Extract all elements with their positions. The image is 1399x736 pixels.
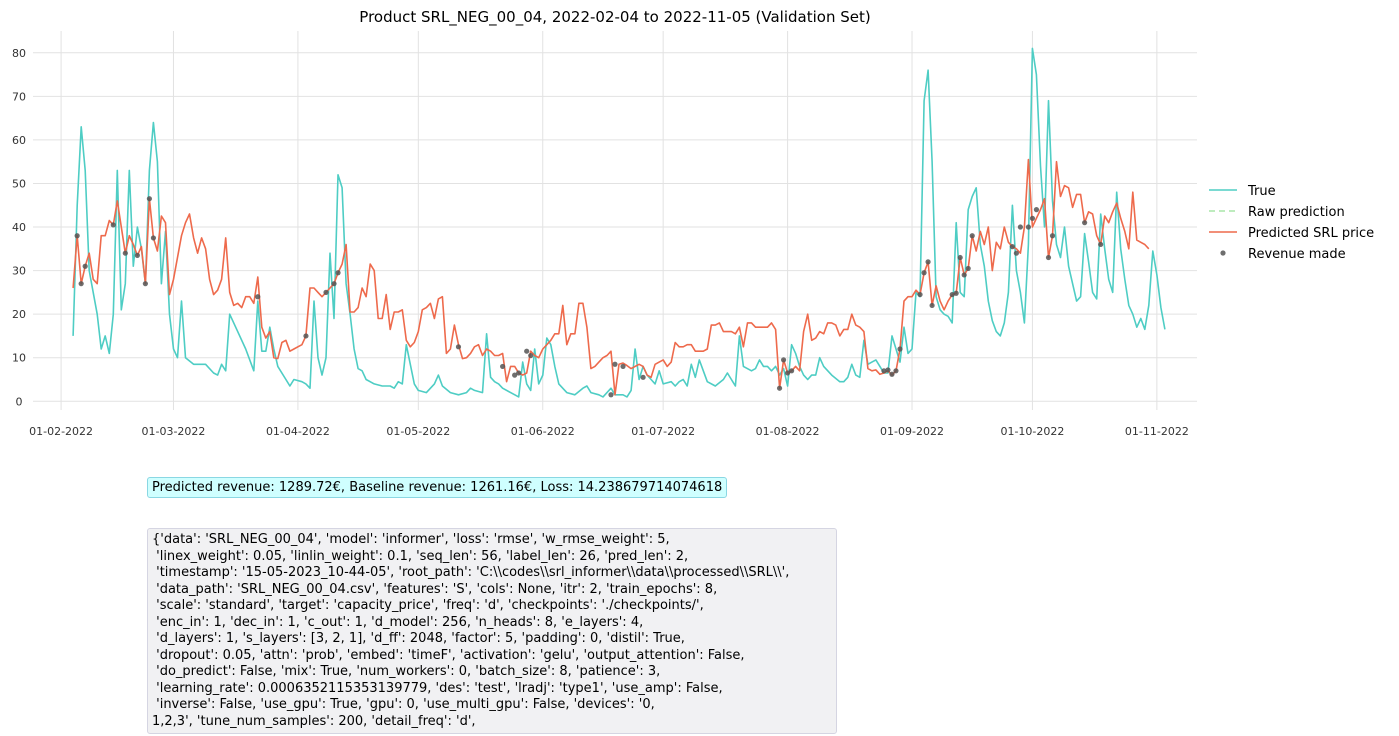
x-tick-label: 01-10-2022 bbox=[1000, 425, 1064, 438]
revenue-point bbox=[925, 259, 931, 265]
revenue-point bbox=[1033, 207, 1040, 213]
chart-title: Product SRL_NEG_00_04, 2022-02-04 to 202… bbox=[359, 8, 870, 27]
revenue-point bbox=[150, 235, 157, 241]
revenue-point bbox=[1098, 241, 1104, 248]
revenue-point bbox=[897, 346, 903, 352]
revenue-point bbox=[331, 281, 337, 287]
revenue-point bbox=[1025, 224, 1032, 230]
revenue-point bbox=[146, 196, 152, 202]
y-tick-label: 60 bbox=[12, 134, 26, 147]
revenue-point bbox=[323, 289, 329, 295]
legend-label: True bbox=[1247, 184, 1276, 199]
x-tick-label: 01-03-2022 bbox=[142, 425, 206, 438]
revenue-point bbox=[969, 233, 975, 239]
revenue-point bbox=[921, 270, 927, 276]
revenue-point bbox=[965, 265, 971, 272]
revenue-point bbox=[885, 367, 891, 373]
revenue-point bbox=[78, 281, 84, 287]
y-tick-label: 50 bbox=[12, 177, 26, 190]
revenue-point bbox=[1009, 244, 1015, 250]
revenue-point bbox=[889, 371, 895, 377]
revenue-point bbox=[1082, 220, 1088, 226]
x-tick-label: 01-08-2022 bbox=[756, 425, 820, 438]
revenue-point bbox=[1045, 254, 1052, 261]
y-tick-label: 0 bbox=[16, 395, 23, 408]
y-tick-label: 10 bbox=[12, 352, 26, 365]
revenue-point bbox=[528, 352, 534, 359]
x-tick-label: 01-04-2022 bbox=[266, 425, 330, 438]
line-predicted-srl-price bbox=[72, 158, 1150, 396]
grid bbox=[33, 31, 1197, 410]
revenue-point bbox=[929, 302, 935, 309]
revenue-point bbox=[303, 333, 309, 339]
revenue-point bbox=[512, 372, 518, 378]
x-axis-ticks: 01-02-2022 01-03-2022 01-04-2022 01-05-2022… bbox=[29, 425, 1189, 438]
x-tick-label: 01-11-2022 bbox=[1125, 425, 1189, 438]
revenue-point bbox=[134, 252, 140, 258]
y-axis-ticks: 0 10 20 30 40 50 60 70 80 bbox=[12, 47, 26, 409]
revenue-point bbox=[961, 272, 967, 278]
revenue-point bbox=[524, 348, 530, 354]
revenue-point bbox=[780, 357, 787, 363]
revenue-point bbox=[500, 363, 506, 370]
legend-label: Predicted SRL price bbox=[1248, 226, 1374, 241]
revenue-point bbox=[142, 281, 148, 287]
revenue-point bbox=[776, 385, 783, 391]
x-tick-label: 01-02-2022 bbox=[29, 425, 93, 438]
revenue-point bbox=[335, 270, 341, 276]
x-tick-label: 01-05-2022 bbox=[386, 425, 450, 438]
revenue-point bbox=[455, 344, 462, 350]
revenue-point bbox=[957, 254, 963, 261]
revenue-summary: Predicted revenue: 1289.72€, Baseline re… bbox=[147, 477, 728, 498]
revenue-point bbox=[953, 290, 959, 296]
y-tick-label: 30 bbox=[12, 265, 26, 278]
revenue-point bbox=[917, 291, 923, 298]
revenue-point bbox=[784, 370, 791, 376]
y-tick-label: 20 bbox=[12, 308, 26, 321]
revenue-point bbox=[1029, 215, 1036, 221]
y-tick-label: 70 bbox=[12, 90, 26, 103]
legend-swatch bbox=[1220, 250, 1226, 256]
chart: Product SRL_NEG_00_04, 2022-02-04 to 202… bbox=[12, 8, 1374, 438]
y-tick-label: 40 bbox=[12, 221, 26, 234]
config-dump: {'data': 'SRL_NEG_00_04', 'model': 'info… bbox=[147, 528, 837, 734]
revenue-point bbox=[516, 370, 522, 376]
revenue-point bbox=[1017, 224, 1023, 230]
legend-label: Raw prediction bbox=[1248, 205, 1345, 220]
revenue-point bbox=[640, 374, 646, 380]
x-tick-label: 01-07-2022 bbox=[631, 425, 695, 438]
revenue-point bbox=[1049, 233, 1056, 239]
revenue-point bbox=[893, 368, 899, 374]
revenue-point bbox=[612, 361, 618, 367]
revenue-point bbox=[881, 368, 887, 374]
revenue-markers bbox=[74, 196, 1104, 398]
revenue-point bbox=[789, 368, 795, 374]
line-true bbox=[72, 47, 1166, 398]
revenue-point bbox=[608, 392, 614, 398]
revenue-point bbox=[1013, 250, 1019, 256]
revenue-point bbox=[74, 233, 80, 239]
x-tick-label: 01-06-2022 bbox=[511, 425, 575, 438]
revenue-point bbox=[255, 294, 261, 300]
legend: True Raw prediction Predicted SRL price Rev… bbox=[1209, 184, 1374, 262]
legend-label: Revenue made bbox=[1248, 247, 1346, 262]
revenue-point bbox=[949, 291, 955, 298]
x-tick-label: 01-09-2022 bbox=[880, 425, 944, 438]
y-tick-label: 80 bbox=[12, 47, 26, 60]
revenue-point bbox=[110, 222, 116, 228]
revenue-point bbox=[620, 363, 626, 370]
series-lines bbox=[72, 47, 1166, 398]
revenue-point bbox=[82, 263, 88, 269]
revenue-point bbox=[122, 250, 128, 256]
